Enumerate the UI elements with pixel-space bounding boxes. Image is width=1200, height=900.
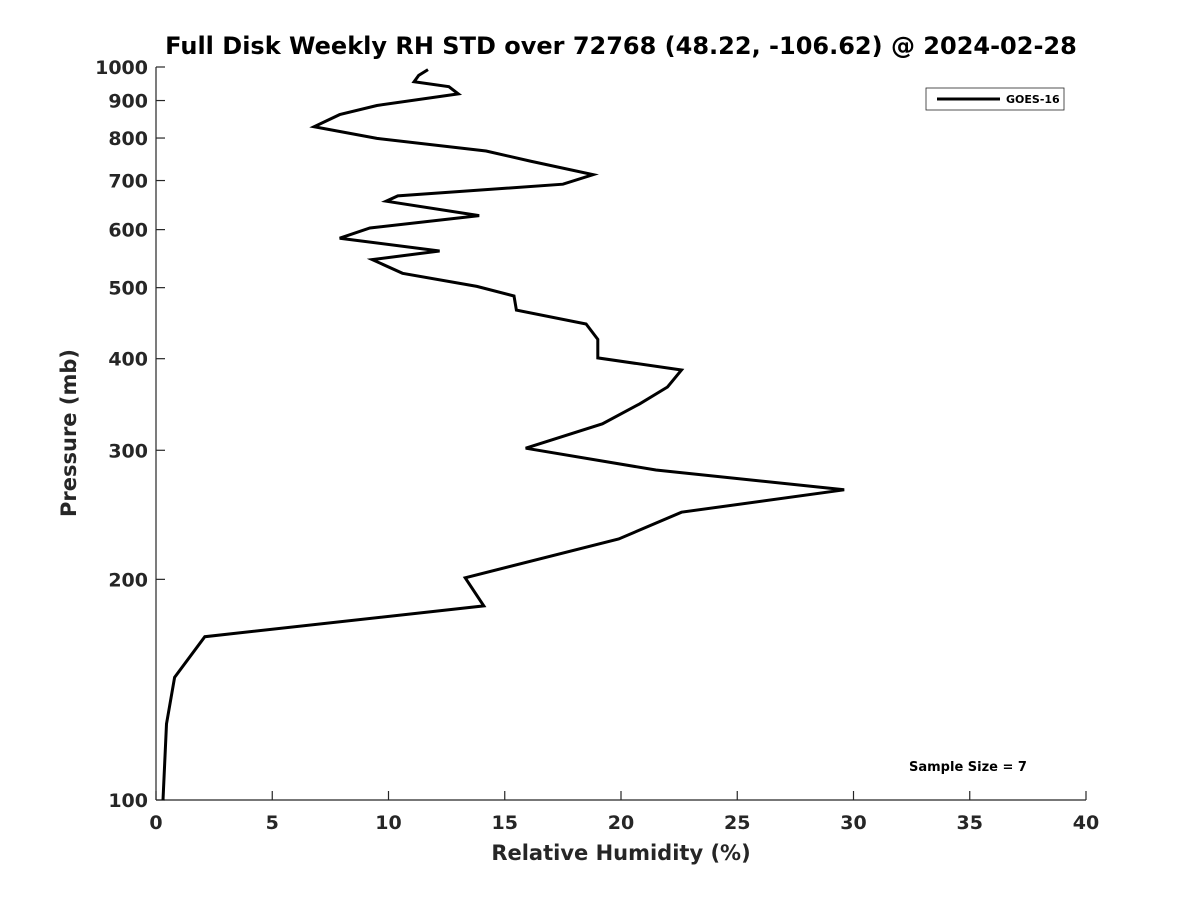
y-tick-label: 200 (108, 569, 148, 591)
x-tick-label: 20 (608, 812, 634, 834)
y-tick-label: 700 (108, 171, 148, 193)
y-tick-label: 1000 (95, 57, 148, 79)
x-axis-label: Relative Humidity (%) (491, 841, 750, 865)
x-tick-label: 35 (957, 812, 983, 834)
y-tick-label: 600 (108, 220, 148, 242)
legend-entry-label: GOES-16 (1006, 93, 1060, 106)
y-tick-label: 500 (108, 278, 148, 300)
series-line-goes-16 (161, 68, 845, 801)
x-tick-label: 30 (840, 812, 866, 834)
chart-title: Full Disk Weekly RH STD over 72768 (48.2… (165, 32, 1077, 60)
x-tick-label: 15 (492, 812, 518, 834)
y-axis-label: Pressure (mb) (57, 349, 81, 517)
y-tick-label: 300 (108, 440, 148, 462)
x-tick-label: 5 (266, 812, 279, 834)
sample-size-annotation: Sample Size = 7 (909, 760, 1027, 775)
plot-area (155, 67, 1086, 801)
x-tick-label: 10 (375, 812, 401, 834)
y-axis-ticks: 100 200 300 400 500 600 700 800 900 1000 (95, 57, 165, 812)
y-tick-label: 900 (108, 91, 148, 113)
y-tick-label: 100 (108, 790, 148, 812)
y-tick-label: 800 (108, 128, 148, 150)
x-axis-ticks: 0 5 10 15 20 25 30 35 40 (149, 791, 1099, 834)
x-tick-label: 0 (149, 812, 162, 834)
x-tick-label: 25 (724, 812, 750, 834)
y-tick-label: 400 (108, 349, 148, 371)
x-tick-label: 40 (1073, 812, 1099, 834)
legend: GOES-16 (925, 87, 1065, 111)
